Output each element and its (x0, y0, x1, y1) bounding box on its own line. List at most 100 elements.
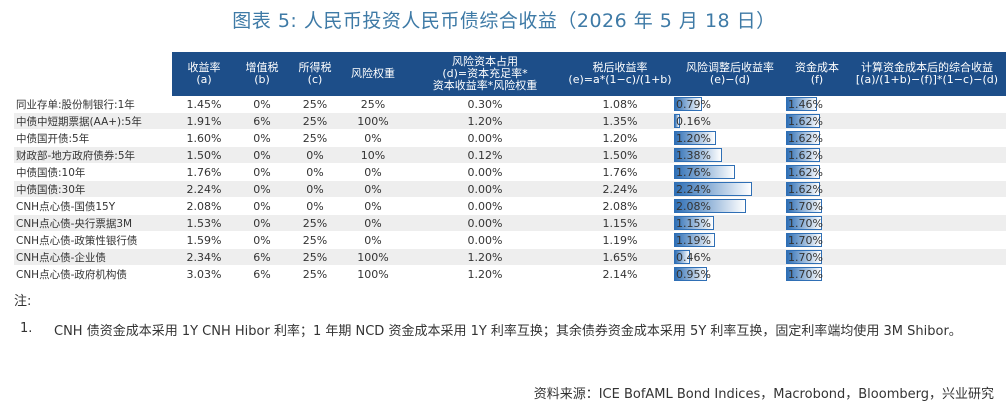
cell-risk-weight: 100% (342, 112, 404, 130)
table-row: CNH点心债-国债15Y 2.08% 0% 0% 0% 0.00% 2.08% 2.08% 1.… (14, 197, 1006, 215)
risk-adjusted-value: 1.76% (676, 165, 711, 179)
cell-risk-adjusted: 0.16% (674, 112, 786, 130)
funding-cost-bar (786, 182, 821, 196)
header-row: 收益率 (a) 增值税 (b) 所得税 (c) 风险权重 风险资本占用 (d)=资本充足… (14, 52, 1006, 96)
funding-cost-bar (786, 165, 821, 179)
row-name: 中债国债:10年 (14, 163, 172, 181)
cell-after-tax: 2.08% (566, 197, 674, 215)
cell-income-tax: 0% (288, 197, 342, 215)
table-row: CNH点心债-央行票据3M 1.53% 0% 25% 0% 0.00% 1.15% 1.15%… (14, 214, 1006, 232)
table-row: 同业存单:股份制银行:1年 1.45% 0% 25% 25% 0.30% 1.08% 0.79… (14, 96, 1006, 113)
funding-cost-bar (786, 250, 822, 264)
cell-after-tax: 1.65% (566, 248, 674, 266)
funding-cost-bar (786, 233, 822, 247)
cell-funding-cost: 1.70% (786, 231, 848, 249)
cell-income-tax: 0% (288, 163, 342, 181)
cell-vat: 0% (236, 96, 288, 113)
header-risk-capital: 风险资本占用 (d)=资本充足率* 资本收益率*风险权重 (404, 52, 566, 96)
risk-adjusted-bar (674, 148, 723, 162)
funding-cost-bar (786, 199, 822, 213)
cell-yield: 2.34% (172, 248, 236, 266)
header-vat: 增值税 (b) (236, 52, 288, 96)
cell-income-tax: 0% (288, 180, 342, 198)
cell-yield: 1.59% (172, 231, 236, 249)
cell-risk-adjusted: 1.19% (674, 231, 786, 249)
funding-cost-value: 1.62% (788, 182, 823, 196)
funding-cost-bar (786, 97, 817, 111)
risk-adjusted-bar (674, 131, 716, 145)
row-name: CNH点心债-国债15Y (14, 197, 172, 215)
cell-after-tax: 1.76% (566, 163, 674, 181)
cell-funding-cost: 1.70% (786, 197, 848, 215)
cell-income-tax: 25% (288, 214, 342, 232)
risk-adjusted-value: 1.19% (676, 233, 711, 247)
table-row: 财政部-地方政府债券:5年 1.50% 0% 0% 10% 0.12% 1.50% 1.38%… (14, 146, 1006, 164)
table-row: 中债国债:30年2.24%0%0%0%0.00%2.24%2.24%1.62%0… (14, 180, 1006, 198)
yield-table: 收益率 (a) 增值税 (b) 所得税 (c) 风险权重 风险资本占用 (d)=资本充足… (14, 52, 1006, 283)
note-text: CNH 债资金成本采用 1Y CNH Hibor 利率；1 年期 NCD 资金成… (54, 324, 962, 339)
table-row: 中债国债:10年1.76%0%0%0%0.00%1.76%1.76%1.62%0… (14, 163, 1006, 181)
cell-spacer (848, 163, 1006, 181)
funding-cost-value: 1.62% (788, 131, 823, 145)
cell-spacer (848, 112, 1006, 130)
cell-vat: 0% (236, 146, 288, 164)
cell-risk-weight: 100% (342, 248, 404, 266)
cell-risk-adjusted: 1.38% (674, 146, 786, 164)
cell-funding-cost: 1.46% (786, 96, 848, 113)
cell-spacer (848, 265, 1006, 283)
risk-adjusted-value: 1.15% (676, 216, 711, 230)
cell-risk-weight: 100% (342, 265, 404, 283)
row-name: CNH点心债-政府机构债 (14, 265, 172, 283)
cell-risk-capital: 0.00% (404, 180, 566, 198)
cell-after-tax: 1.19% (566, 231, 674, 249)
cell-vat: 0% (236, 163, 288, 181)
note-number: 1. (20, 321, 33, 336)
cell-yield: 1.53% (172, 214, 236, 232)
row-name: CNH点心债-政策性银行债 (14, 231, 172, 249)
row-name: 中债国债:30年 (14, 180, 172, 198)
table-row: CNH点心债-企业债 2.34% 6% 25% 100% 1.20% 1.65% 0.46% 1… (14, 248, 1006, 266)
cell-yield: 1.91% (172, 112, 236, 130)
funding-cost-value: 1.70% (788, 267, 823, 281)
table-row: 中债国开债:5年 1.60% 0% 25% 0% 0.00% 1.20% 1.20% 1.62%… (14, 129, 1006, 147)
cell-vat: 6% (236, 265, 288, 283)
cell-spacer (848, 129, 1006, 147)
cell-funding-cost: 1.62% (786, 112, 848, 130)
cell-funding-cost: 1.62% (786, 129, 848, 147)
cell-spacer (848, 146, 1006, 164)
cell-after-tax: 1.20% (566, 129, 674, 147)
cell-risk-weight: 0% (342, 231, 404, 249)
cell-vat: 6% (236, 112, 288, 130)
cell-yield: 2.24% (172, 180, 236, 198)
funding-cost-value: 1.70% (788, 250, 823, 264)
cell-risk-capital: 0.00% (404, 129, 566, 147)
cell-funding-cost: 1.70% (786, 214, 848, 232)
funding-cost-bar (786, 131, 821, 145)
table-row: 中债中短期票据(AA+):5年 1.91% 6% 25% 100% 1.20% 1.35% 0… (14, 112, 1006, 130)
cell-risk-adjusted: 1.20% (674, 129, 786, 147)
risk-adjusted-bar (674, 199, 747, 213)
cell-after-tax: 1.08% (566, 96, 674, 113)
cell-income-tax: 25% (288, 129, 342, 147)
risk-adjusted-value: 1.20% (676, 131, 711, 145)
cell-spacer (848, 96, 1006, 113)
risk-adjusted-value: 0.79% (676, 97, 711, 111)
cell-income-tax: 25% (288, 248, 342, 266)
header-funding-cost: 资金成本 (f) (786, 52, 848, 96)
funding-cost-value: 1.70% (788, 216, 823, 230)
cell-yield: 1.45% (172, 96, 236, 113)
funding-cost-bar (786, 114, 821, 128)
funding-cost-value: 1.70% (788, 233, 823, 247)
header-risk-weight: 风险权重 (342, 52, 404, 96)
header-after-tax: 税后收益率 (e)=a*(1−c)/(1+b) (566, 52, 674, 96)
cell-risk-weight: 0% (342, 129, 404, 147)
cell-risk-weight: 0% (342, 214, 404, 232)
cell-risk-weight: 10% (342, 146, 404, 164)
risk-adjusted-bar (674, 250, 691, 264)
cell-after-tax: 1.50% (566, 146, 674, 164)
cell-risk-capital: 0.00% (404, 214, 566, 232)
source-line: 资料来源：ICE BofAML Bond Indices，Macrobond，B… (533, 387, 994, 402)
risk-adjusted-bar (674, 267, 708, 281)
cell-after-tax: 1.35% (566, 112, 674, 130)
cell-risk-capital: 0.30% (404, 96, 566, 113)
